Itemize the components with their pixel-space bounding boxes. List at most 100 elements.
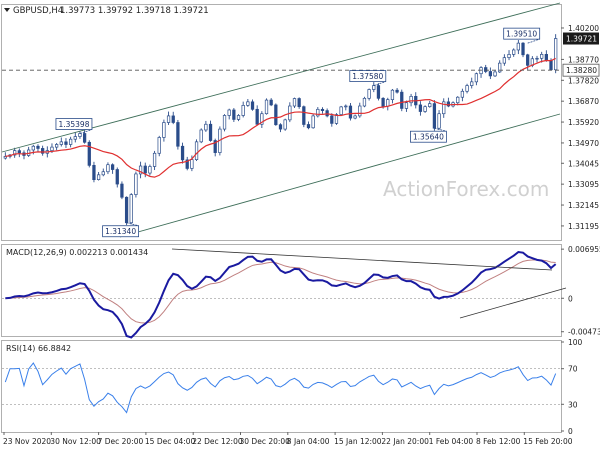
candle-body — [460, 90, 465, 98]
price-tick-label: 1.38770 — [568, 55, 599, 64]
annotation-leader — [126, 222, 139, 227]
moving-average-line — [5, 57, 556, 178]
candle-body — [36, 145, 40, 149]
candle-body — [334, 114, 339, 124]
candle-body — [521, 42, 525, 56]
candle-body — [227, 109, 231, 116]
candle-body — [386, 99, 390, 107]
candle-body — [55, 144, 59, 148]
candle-body — [250, 101, 255, 110]
price-tick-label: 1.34045 — [568, 159, 599, 168]
annotation-leader — [434, 127, 447, 132]
x-tick-label: 8 Jan 04:00 — [287, 437, 330, 446]
candle-body — [348, 105, 353, 119]
level-label: 1.38280 — [566, 66, 597, 75]
candle-body — [330, 115, 334, 124]
annotation-box — [102, 225, 139, 238]
x-tick-label: 22 Dec 12:00 — [192, 437, 243, 446]
candle-body — [316, 108, 320, 117]
candle-body — [372, 85, 376, 90]
candle-body — [418, 104, 423, 112]
rsi-line — [4, 362, 557, 414]
x-tick-label: 8 Feb 12:00 — [476, 437, 521, 446]
x-tick-label: 22 Jan 20:00 — [381, 437, 429, 446]
candle-body — [152, 152, 157, 167]
annotation-leader — [527, 38, 540, 44]
x-tick-label: 15 Jan 12:00 — [334, 437, 382, 446]
candle-body — [171, 115, 175, 123]
candle-body — [297, 98, 301, 108]
macd-lower-trendline — [459, 287, 567, 319]
price-tick-label: 1.35920 — [568, 118, 599, 127]
candle-body — [456, 96, 460, 104]
candle-body — [41, 148, 45, 154]
header: GBPUSD,H4 1.39773 1.39792 1.39718 1.3972… — [4, 6, 209, 16]
level-box — [562, 63, 600, 77]
candle-body — [162, 122, 166, 138]
x-tick-label: 15 Feb 20:00 — [523, 437, 572, 446]
candle-body — [213, 140, 217, 153]
dropdown-triangle-icon[interactable] — [4, 8, 10, 12]
candle-body — [474, 73, 479, 83]
rsi-tick-label: 0 — [568, 427, 573, 436]
candle-body — [255, 108, 259, 125]
annotation-box — [55, 118, 93, 130]
candle-body — [92, 165, 96, 181]
candle-body — [101, 171, 105, 176]
candle-body — [362, 97, 367, 107]
annotation-box — [349, 70, 387, 82]
candle-body — [306, 124, 311, 129]
candle-body — [381, 97, 385, 107]
candle-body — [143, 165, 147, 174]
candle-body — [442, 101, 446, 115]
candle-body — [115, 169, 119, 185]
annotation-leader — [79, 129, 93, 134]
candle-body — [400, 91, 404, 109]
candle-body — [120, 183, 124, 198]
candle-body — [549, 60, 553, 71]
x-axis: 23 Nov 2020 30 Nov 12:007 Dec 20:00 15 Dec… — [3, 432, 573, 446]
candle-body — [260, 113, 264, 125]
candle-body — [269, 99, 273, 106]
x-tick-label: 30 Dec 20:00 — [240, 437, 291, 446]
candle-body — [246, 101, 250, 106]
channel-lower-line — [119, 113, 561, 238]
candle-body — [236, 115, 241, 120]
candle-body — [180, 145, 185, 161]
rsi-tick-label: 70 — [568, 365, 578, 374]
price-tick-label: 1.33095 — [568, 180, 599, 189]
price-tick-label: 1.32145 — [568, 201, 599, 210]
macd-upper-trendline — [171, 248, 553, 271]
annotation-label: 1.37580 — [352, 72, 383, 81]
candle-body — [498, 62, 502, 73]
candle-body — [344, 105, 348, 108]
candle-body — [493, 71, 497, 77]
annotation-leader — [373, 81, 386, 86]
rsi-tick-label: 30 — [568, 400, 578, 409]
x-tick-label: 15 Dec 04:00 — [145, 437, 196, 446]
candle-body — [540, 54, 544, 59]
candle-body — [194, 141, 199, 160]
annotation-label: 1.35640 — [413, 133, 444, 142]
candle-body — [507, 54, 511, 59]
candle-body — [488, 71, 493, 77]
candle-body — [376, 85, 381, 99]
candle-body — [470, 81, 474, 86]
macd-axis: 0.006955 0 -0.004736 — [561, 245, 600, 337]
annotation-box — [503, 27, 541, 40]
macd-tick-label: 0.006955 — [568, 245, 600, 254]
watermark: ActionForex.com — [383, 177, 549, 201]
price-tick-label: 1.34970 — [568, 139, 599, 148]
candle-body — [96, 174, 101, 181]
candle-body — [73, 136, 77, 140]
candle-body — [13, 150, 17, 156]
x-tick-label: 1 Feb 04:00 — [429, 437, 474, 446]
x-tick-label: 7 Dec 20:00 — [98, 437, 144, 446]
candle-body — [50, 146, 54, 151]
candle-body — [208, 123, 213, 141]
candle-body — [353, 115, 357, 119]
macd-title: MACD(12,26,9) 0.002213 0.001434 — [6, 248, 148, 257]
candle-body — [367, 89, 371, 99]
channel-upper-line — [1, 2, 561, 153]
